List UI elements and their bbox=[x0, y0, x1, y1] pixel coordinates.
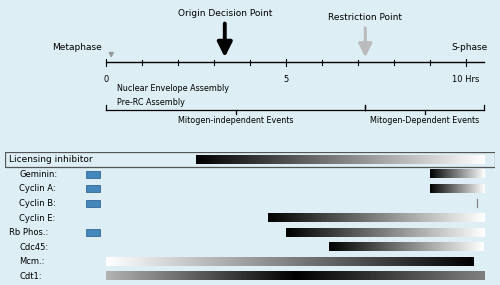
Text: Restriction Point: Restriction Point bbox=[328, 13, 402, 22]
Bar bbox=[86, 229, 100, 236]
Text: S-phase: S-phase bbox=[452, 43, 488, 52]
Text: Licensing inhibitor: Licensing inhibitor bbox=[8, 155, 92, 164]
Text: Nuclear Envelope Assembly: Nuclear Envelope Assembly bbox=[116, 84, 228, 93]
Text: Mitogen-Dependent Events: Mitogen-Dependent Events bbox=[370, 116, 480, 125]
Text: Cyclin B:: Cyclin B: bbox=[20, 199, 57, 208]
Text: 5: 5 bbox=[284, 75, 288, 84]
Text: Cyclin A:: Cyclin A: bbox=[20, 184, 56, 194]
Text: 10 Hrs: 10 Hrs bbox=[452, 75, 480, 84]
Bar bbox=[86, 186, 100, 192]
Text: Cyclin E:: Cyclin E: bbox=[20, 213, 56, 223]
Text: Geminin:: Geminin: bbox=[20, 170, 58, 179]
Text: Cdc45:: Cdc45: bbox=[20, 243, 48, 252]
Bar bbox=[86, 200, 100, 207]
Text: Origin Decision Point: Origin Decision Point bbox=[178, 9, 272, 18]
Bar bbox=[5, 152, 495, 167]
Text: Mcm.:: Mcm.: bbox=[20, 257, 45, 266]
Text: Pre-RC Assembly: Pre-RC Assembly bbox=[116, 98, 184, 107]
Text: Mitogen-independent Events: Mitogen-independent Events bbox=[178, 116, 294, 125]
Text: Rb Phos.:: Rb Phos.: bbox=[8, 228, 48, 237]
Text: 0: 0 bbox=[104, 75, 108, 84]
Text: Cdt1:: Cdt1: bbox=[20, 272, 42, 281]
Text: Metaphase: Metaphase bbox=[52, 43, 102, 52]
Bar bbox=[86, 171, 100, 178]
